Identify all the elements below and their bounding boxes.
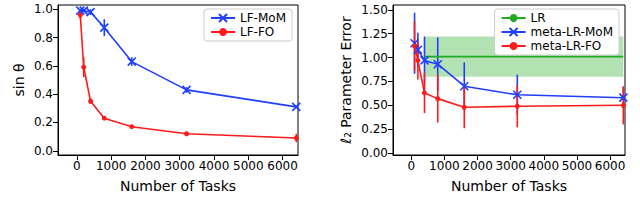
svg-text:0.00: 0.00 [361,146,388,160]
svg-text:sin θ: sin θ [11,63,27,96]
svg-text:LF-FO: LF-FO [240,25,274,39]
svg-text:Number of Tasks: Number of Tasks [120,178,236,194]
svg-text:5000: 5000 [233,159,264,173]
svg-text:1000: 1000 [96,159,127,173]
svg-text:0.0: 0.0 [34,144,53,158]
svg-text:0: 0 [407,159,415,173]
svg-text:4000: 4000 [529,159,560,173]
svg-text:4000: 4000 [199,159,230,173]
svg-text:2000: 2000 [130,159,161,173]
svg-text:0.8: 0.8 [34,31,53,45]
svg-text:0: 0 [73,159,81,173]
svg-text:LR: LR [531,11,546,25]
svg-text:0.75: 0.75 [361,74,388,88]
svg-text:1.00: 1.00 [361,51,388,65]
svg-text:5000: 5000 [562,159,593,173]
svg-text:1.0: 1.0 [34,2,53,16]
svg-text:6000: 6000 [267,159,298,173]
svg-text:0.6: 0.6 [34,59,53,73]
svg-text:Number of Tasks: Number of Tasks [451,178,567,194]
svg-text:2000: 2000 [462,159,493,173]
svg-text:meta-LR-FO: meta-LR-FO [531,39,602,53]
svg-text:0.25: 0.25 [361,122,388,136]
svg-text:3000: 3000 [495,159,526,173]
svg-text:3000: 3000 [164,159,195,173]
svg-text:meta-LR-MoM: meta-LR-MoM [531,25,613,39]
svg-text:0.4: 0.4 [34,87,53,101]
svg-text:1000: 1000 [429,159,460,173]
svg-text:6000: 6000 [595,159,626,173]
svg-text:LF-MoM: LF-MoM [240,11,286,25]
svg-text:ℓ₂ Parameter Error: ℓ₂ Parameter Error [338,16,354,145]
svg-text:0.50: 0.50 [361,98,388,112]
svg-text:1.25: 1.25 [361,27,388,41]
svg-text:1.50: 1.50 [361,3,388,17]
svg-text:0.2: 0.2 [34,115,53,129]
